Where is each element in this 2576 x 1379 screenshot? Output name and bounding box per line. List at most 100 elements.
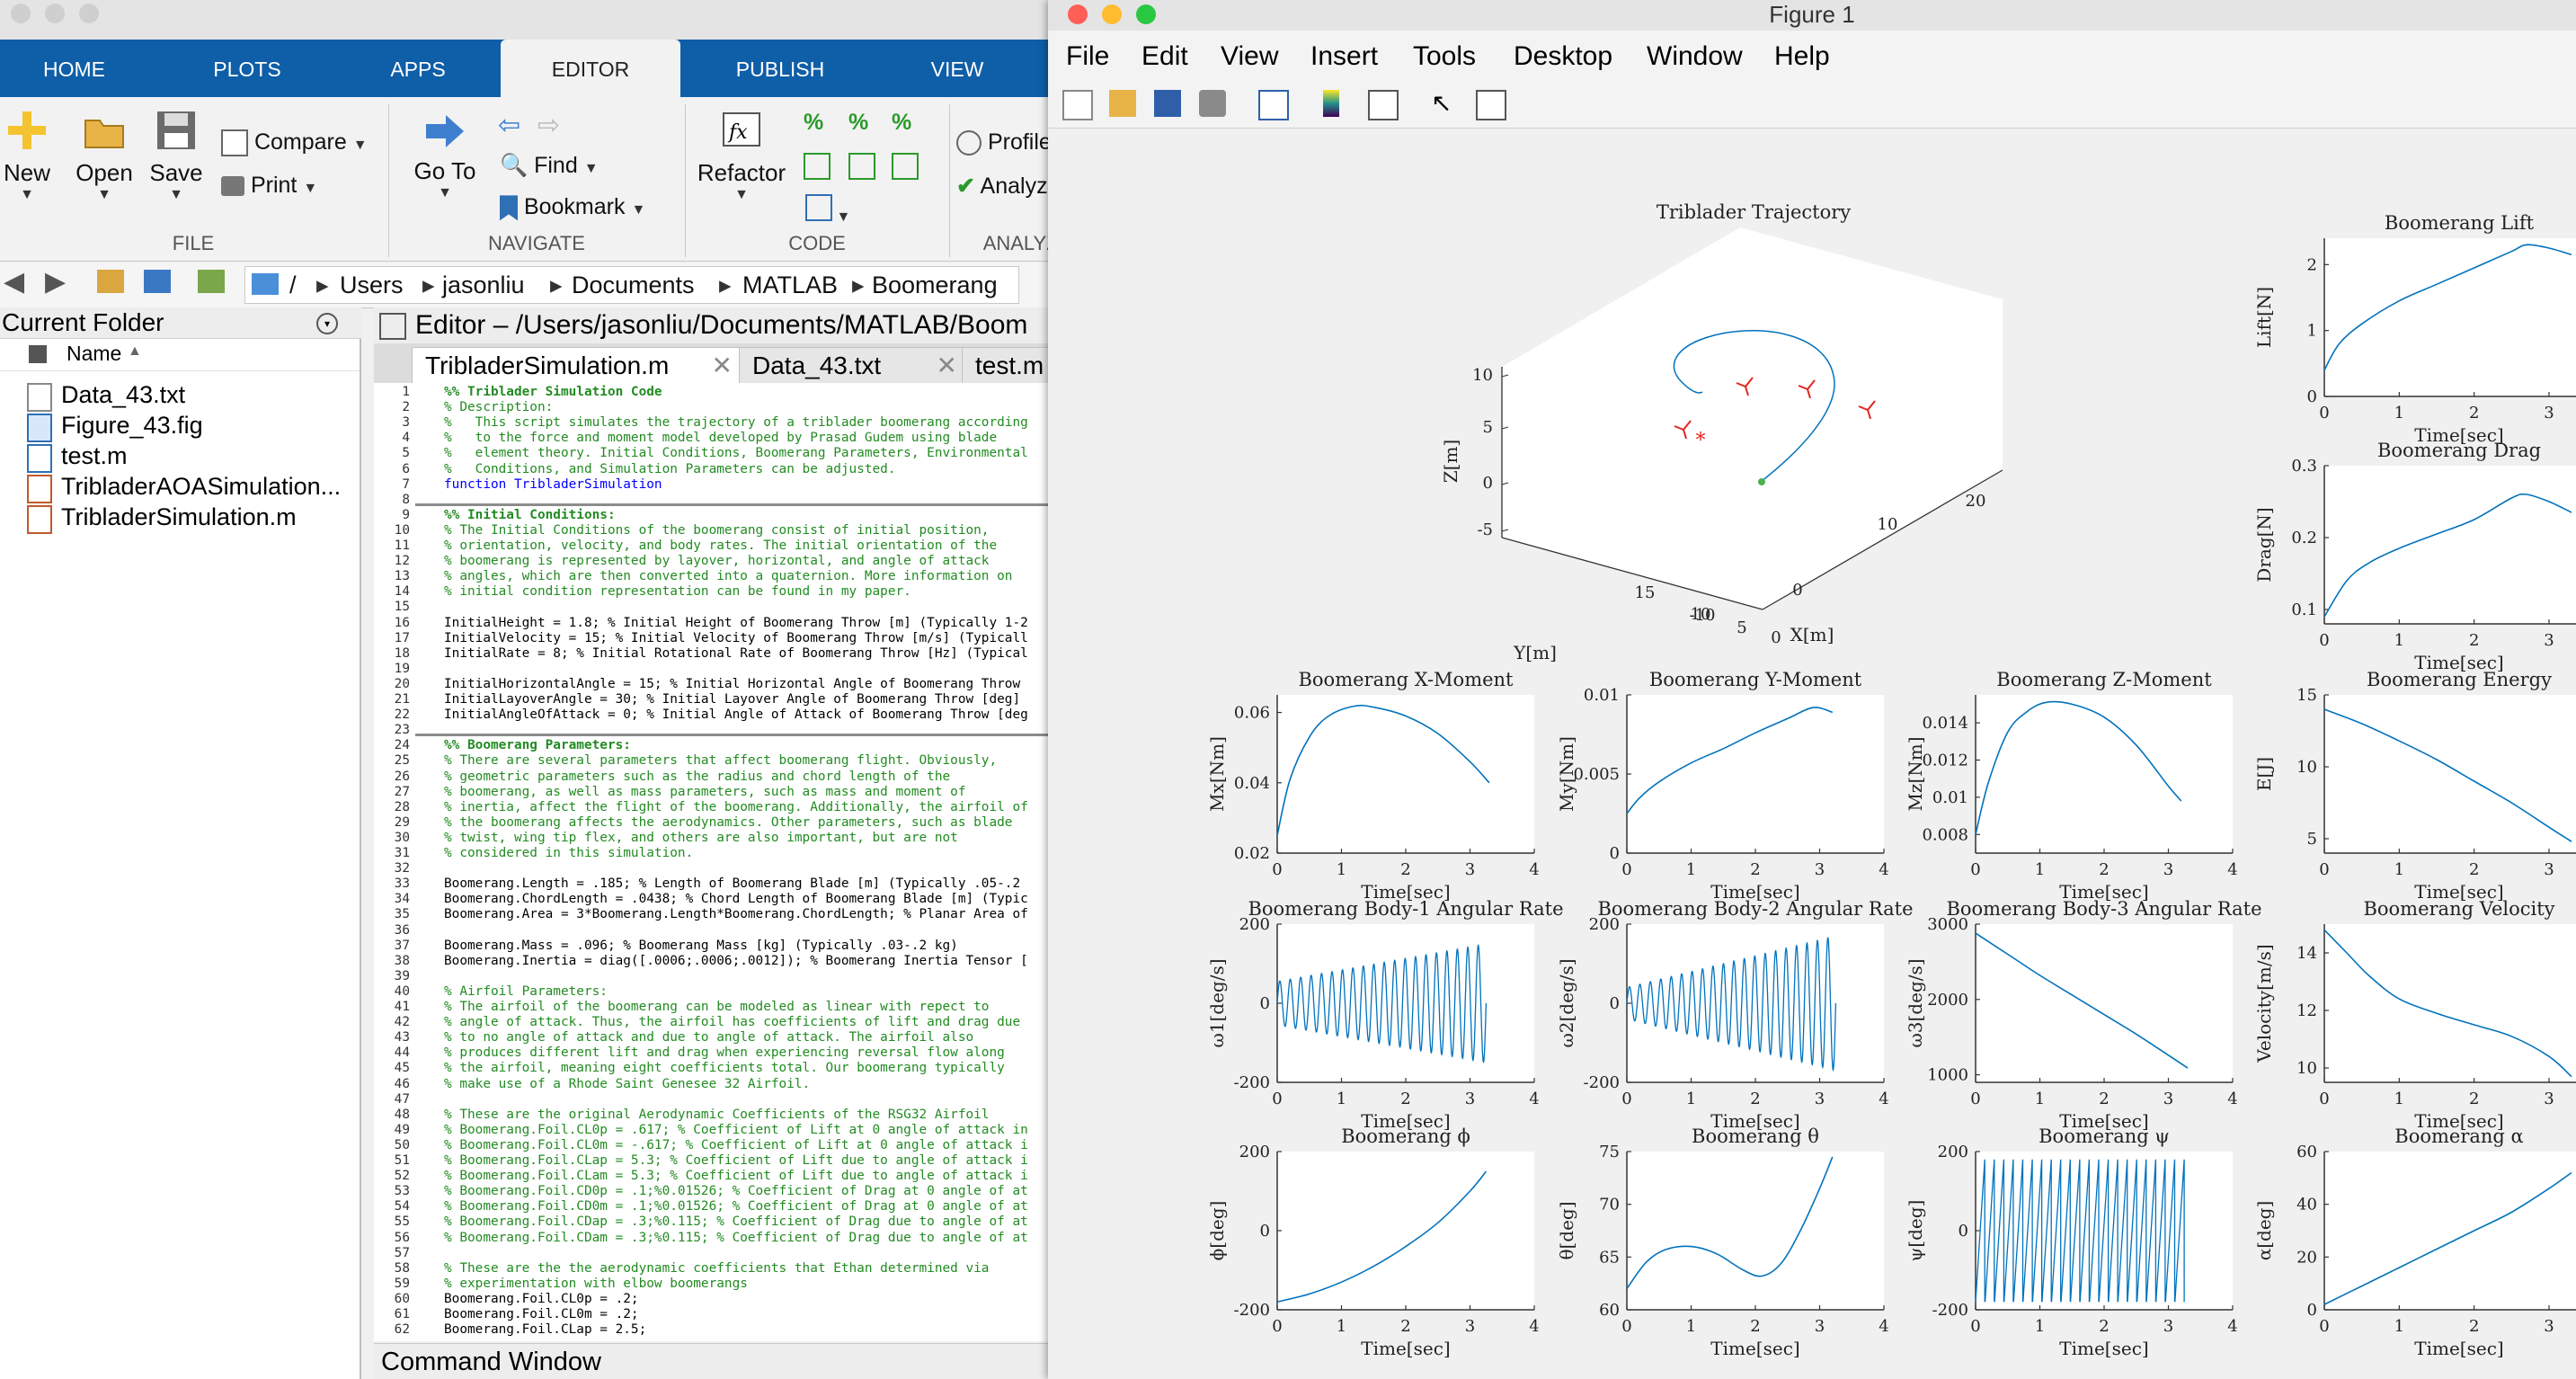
code-line[interactable]: % angle of attack. Thus, the airfoil has… (444, 1015, 1021, 1030)
new-button[interactable]: New ▼ (0, 108, 54, 203)
decrease-indent-icon[interactable] (848, 153, 875, 186)
code-line[interactable]: % produces different lift and drag when … (444, 1045, 1005, 1061)
code-line[interactable]: % Airfoil Parameters: (444, 983, 608, 999)
code-folding-icon[interactable]: ▼ (805, 194, 850, 227)
menu-help[interactable]: Help (1774, 41, 1830, 71)
save-icon[interactable] (1154, 90, 1181, 117)
path-segment-boomerang[interactable]: Boomerang (872, 271, 998, 298)
file-item[interactable]: Data_43.txt (61, 381, 186, 408)
code-line[interactable]: % the boomerang affects the aerodynamics… (444, 814, 1013, 830)
path-segment-jasonliu[interactable]: jasonliu (442, 271, 525, 298)
code-line[interactable]: % Boomerang.Foil.CDam = .3;%0.115; % Coe… (444, 1230, 1028, 1245)
code-line[interactable]: % to the force and moment model develope… (444, 431, 998, 446)
code-line[interactable]: % angles, which are then converted into … (444, 569, 1013, 584)
code-line[interactable]: % Boomerang.Foil.CL0p = .617; % Coeffici… (444, 1122, 1028, 1137)
code-line[interactable]: % These are the original Aerodynamic Coe… (444, 1107, 990, 1122)
menu-insert[interactable]: Insert (1310, 41, 1379, 71)
close-tab-icon[interactable]: ✕ (936, 351, 957, 379)
code-line[interactable]: % Boomerang.Foil.CLam = 5.3; % Coefficie… (444, 1169, 1028, 1184)
code-line[interactable]: % boomerang is represented by layover, h… (444, 554, 990, 569)
code-line[interactable]: % geometric parameters such as the radiu… (444, 769, 951, 784)
name-column-header[interactable]: Name (67, 342, 122, 365)
up-folder-icon[interactable] (97, 270, 124, 293)
code-line[interactable]: %% Boomerang Parameters: (444, 738, 631, 753)
uncomment-icon[interactable]: % (848, 110, 869, 135)
code-area[interactable]: 1 %% Triblader Simulation Code 2 % Descript… (374, 383, 1052, 1336)
compare-button[interactable]: Compare ▼ (221, 129, 368, 157)
colorbar-icon[interactable] (1323, 90, 1339, 117)
wrap-comments-icon[interactable]: % (892, 110, 912, 135)
code-analyzer-button[interactable]: ✔ Analyz (956, 173, 1048, 200)
tab-plots[interactable]: PLOTS (213, 58, 281, 81)
path-field[interactable] (244, 266, 1019, 304)
back-arrow-icon[interactable]: ◀ (4, 267, 25, 297)
path-root[interactable]: / (289, 271, 297, 298)
back-arrow-icon[interactable]: ⇦ (498, 111, 521, 140)
file-item[interactable]: TribladerAOASimulation... (61, 473, 342, 500)
pointer-icon[interactable]: ↖ (1431, 89, 1452, 117)
code-line[interactable]: Boomerang.Length = .185; % Length of Boo… (444, 876, 1021, 892)
code-line[interactable]: % The airfoil of the boomerang can be mo… (444, 1000, 990, 1014)
column-header[interactable]: Name ▲ (0, 338, 360, 371)
code-line[interactable]: % twist, wing tip flex, and others are a… (444, 830, 958, 845)
code-line[interactable]: InitialHorizontalAngle = 15; % Initial H… (444, 676, 1021, 691)
file-item[interactable]: test.m (61, 442, 128, 469)
code-line[interactable]: % to no angle of attack and due to angle… (444, 1030, 974, 1045)
file-item[interactable]: TribladerSimulation.m (61, 503, 297, 530)
tab-view[interactable]: VIEW (930, 58, 984, 81)
tab-publish[interactable]: PUBLISH (735, 58, 825, 81)
code-line[interactable]: % Boomerang.Foil.CL0m = -.617; % Coeffic… (444, 1137, 1028, 1152)
code-line[interactable]: % Conditions, and Simulation Parameters … (444, 461, 896, 476)
code-line[interactable]: InitialHeight = 1.8; % Initial Height of… (444, 615, 1028, 630)
code-line[interactable]: % experimentation with elbow boomerangs (444, 1276, 748, 1291)
code-line[interactable]: % The Initial Conditions of the boomeran… (444, 522, 990, 538)
code-line[interactable]: % inertia, affect the flight of the boom… (444, 799, 1028, 814)
smart-indent-icon[interactable] (804, 153, 831, 186)
menu-file[interactable]: File (1066, 41, 1110, 71)
code-line[interactable]: Boomerang.Area = 3*Boomerang.Length*Boom… (444, 907, 1028, 922)
editor-tab[interactable]: TribladerSimulation.m ✕ (412, 347, 741, 384)
save-button[interactable]: Save ▼ (142, 108, 210, 203)
increase-indent-icon[interactable] (892, 153, 919, 186)
tab-editor[interactable]: EDITOR (501, 40, 680, 97)
code-line[interactable]: %% Triblader Simulation Code (444, 385, 662, 399)
code-line[interactable]: % These are the the aerodynamic coeffici… (444, 1260, 990, 1276)
forward-arrow-icon[interactable]: ▶ (45, 267, 67, 297)
code-line[interactable]: % Boomerang.Foil.CLap = 5.3; % Coefficie… (444, 1153, 1028, 1168)
minimize-window-button[interactable] (1102, 4, 1122, 24)
profiler-button[interactable]: Profile (956, 129, 1052, 156)
new-figure-icon[interactable] (1062, 90, 1093, 120)
bookmark-button[interactable]: Bookmark ▼ (500, 194, 645, 221)
code-line[interactable]: % Boomerang.Foil.CD0p = .1;%0.01526; % C… (444, 1184, 1028, 1199)
code-line[interactable]: % Boomerang.Foil.CDap = .3;%0.115; % Coe… (444, 1214, 1028, 1230)
editor-tab[interactable]: Data_43.txt ✕ (739, 347, 965, 384)
comment-icon[interactable]: % (804, 110, 824, 135)
code-line[interactable]: % Boomerang.Foil.CD0m = .1;%0.01526; % C… (444, 1199, 1028, 1214)
code-line[interactable]: Boomerang.Foil.CL0m = .2; (444, 1307, 639, 1321)
code-line[interactable]: InitialRate = 8; % Initial Rotational Ra… (444, 645, 1028, 661)
file-item[interactable]: Figure_43.fig (61, 412, 203, 439)
legend-icon[interactable] (1368, 90, 1399, 120)
code-line[interactable]: % make use of a Rhode Saint Genesee 32 A… (444, 1076, 811, 1091)
menu-desktop[interactable]: Desktop (1514, 41, 1613, 71)
refactor-button[interactable]: fx Refactor ▼ (692, 108, 791, 203)
zoom-window-button[interactable] (1136, 4, 1156, 24)
browse-folder-icon[interactable] (144, 270, 171, 293)
command-window-header[interactable]: Command Window (374, 1343, 1052, 1379)
code-line[interactable]: InitialAngleOfAttack = 0; % Initial Angl… (444, 707, 1028, 723)
code-line[interactable]: Boomerang.Mass = .096; % Boomerang Mass … (444, 938, 958, 953)
panel-actions-icon[interactable]: ▾ (316, 313, 338, 334)
code-line[interactable]: Boomerang.ChordLength = .0438; % Chord L… (444, 892, 1028, 907)
code-line[interactable]: % boomerang, as well as mass parameters,… (444, 784, 966, 799)
code-line[interactable]: Boomerang.Foil.CLap = 2.5; (444, 1322, 647, 1336)
close-window-button[interactable] (11, 4, 31, 23)
path-segment-documents[interactable]: Documents (572, 271, 695, 298)
code-line[interactable]: Boomerang.Inertia = diag([.0006;.0006;.0… (444, 953, 1028, 968)
editor-tab[interactable]: test.m (962, 347, 1052, 384)
code-line[interactable]: %% Initial Conditions: (444, 507, 616, 522)
code-line[interactable]: InitialLayoverAngle = 30; % Initial Layo… (444, 692, 1021, 707)
code-line[interactable]: % Description: (444, 400, 554, 415)
menu-edit[interactable]: Edit (1141, 41, 1188, 71)
link-icon[interactable] (1258, 90, 1289, 120)
code-line[interactable]: % the airfoil, meaning eight coefficient… (444, 1061, 1005, 1076)
